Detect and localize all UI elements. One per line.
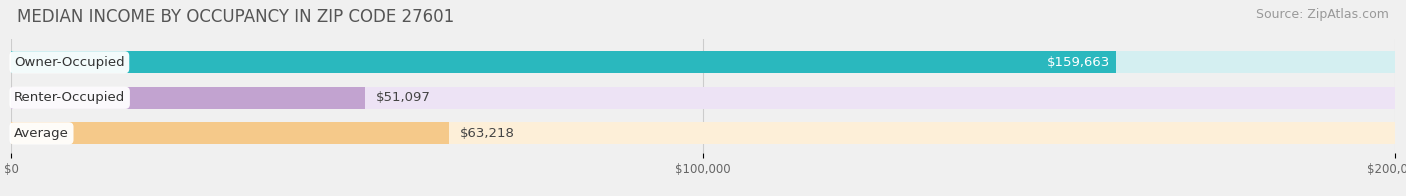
Bar: [11, 122, 1395, 144]
Text: Owner-Occupied: Owner-Occupied: [14, 56, 125, 69]
Bar: [11, 51, 1395, 73]
Text: $63,218: $63,218: [460, 127, 515, 140]
Text: Average: Average: [14, 127, 69, 140]
Text: MEDIAN INCOME BY OCCUPANCY IN ZIP CODE 27601: MEDIAN INCOME BY OCCUPANCY IN ZIP CODE 2…: [17, 8, 454, 26]
Text: $51,097: $51,097: [375, 91, 430, 104]
Text: Renter-Occupied: Renter-Occupied: [14, 91, 125, 104]
Bar: [11, 87, 1395, 109]
Text: $159,663: $159,663: [1047, 56, 1111, 69]
Bar: [11, 51, 1116, 73]
Bar: [11, 87, 364, 109]
Bar: [11, 122, 449, 144]
Text: Source: ZipAtlas.com: Source: ZipAtlas.com: [1256, 8, 1389, 21]
